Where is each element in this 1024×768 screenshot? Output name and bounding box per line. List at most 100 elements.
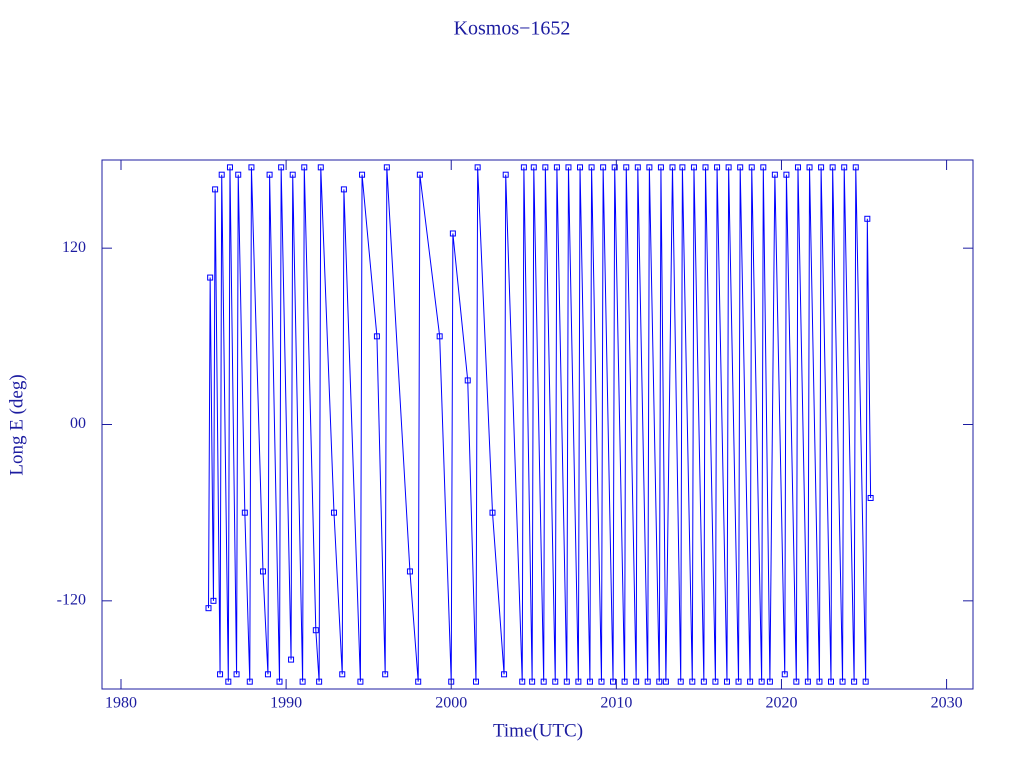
data-point [501, 671, 508, 678]
data-point [316, 678, 323, 685]
data-point [748, 164, 755, 171]
data-point [723, 678, 730, 685]
data-point [357, 678, 364, 685]
data-point [677, 678, 684, 685]
data-point [793, 678, 800, 685]
data-point [702, 164, 709, 171]
data-point [689, 678, 696, 685]
data-point [226, 164, 233, 171]
x-axis-label: Time(UTC) [493, 720, 583, 741]
data-point [519, 678, 526, 685]
data-point [225, 678, 232, 685]
data-point [301, 164, 308, 171]
x-tick-label: 1990 [270, 695, 302, 712]
data-point [839, 678, 846, 685]
data-point [415, 678, 422, 685]
data-point [657, 164, 664, 171]
data-point [737, 164, 744, 171]
data-point [472, 678, 479, 685]
data-point [816, 678, 823, 685]
data-point [241, 509, 248, 516]
data-point [712, 678, 719, 685]
data-point [359, 171, 366, 178]
data-point [577, 164, 584, 171]
data-point [646, 164, 653, 171]
data-point [312, 627, 319, 634]
data-point [771, 171, 778, 178]
data-point [540, 678, 547, 685]
data-point [783, 171, 790, 178]
x-tick-label: 2000 [435, 695, 467, 712]
data-point [600, 164, 607, 171]
data-point [266, 171, 273, 178]
data-point [489, 509, 496, 516]
x-tick-label: 1980 [105, 695, 137, 712]
data-point [611, 164, 618, 171]
plot-area [205, 164, 874, 685]
data-point [553, 164, 560, 171]
data-point [264, 671, 271, 678]
data-point [529, 678, 536, 685]
data-point [288, 656, 295, 663]
data-point [794, 164, 801, 171]
x-tick-label: 2020 [765, 695, 797, 712]
chart-title: Kosmos−1652 [454, 18, 571, 40]
data-point [690, 164, 697, 171]
data-point [217, 671, 224, 678]
data-point [781, 671, 788, 678]
data-point [474, 164, 481, 171]
data-point [235, 171, 242, 178]
data-point [758, 678, 765, 685]
data-point [259, 568, 266, 575]
data-point [449, 230, 456, 237]
data-point [520, 164, 527, 171]
data-point [623, 164, 630, 171]
data-point [862, 678, 869, 685]
data-point [248, 164, 255, 171]
data-point [588, 164, 595, 171]
data-point [852, 164, 859, 171]
data-point [610, 678, 617, 685]
data-point [851, 678, 858, 685]
data-point [760, 164, 767, 171]
data-point [827, 678, 834, 685]
data-point [289, 171, 296, 178]
data-point [373, 333, 380, 340]
data-point [656, 678, 663, 685]
data-point [669, 164, 676, 171]
data-line [208, 167, 872, 682]
y-tick-label: -120 [57, 592, 86, 609]
data-point [406, 568, 413, 575]
data-point [679, 164, 686, 171]
data-point [735, 678, 742, 685]
data-point [317, 164, 324, 171]
data-point [644, 678, 651, 685]
data-point [383, 164, 390, 171]
y-axis-label: Long E (deg) [6, 374, 27, 475]
data-point [330, 509, 337, 516]
data-point [210, 597, 217, 604]
data-point [598, 678, 605, 685]
data-point [563, 678, 570, 685]
x-tick-label: 2030 [931, 695, 963, 712]
data-point [700, 678, 707, 685]
y-tick-label: 00 [70, 415, 86, 432]
data-point [714, 164, 721, 171]
data-point [633, 678, 640, 685]
data-point [382, 671, 389, 678]
data-point [841, 164, 848, 171]
data-point [436, 333, 443, 340]
data-point [464, 377, 471, 384]
data-point [218, 171, 225, 178]
data-point [766, 678, 773, 685]
data-point [747, 678, 754, 685]
data-point [207, 274, 214, 281]
data-point [621, 678, 628, 685]
data-point [246, 678, 253, 685]
data-point [205, 605, 212, 612]
data-point [530, 164, 537, 171]
data-point [586, 678, 593, 685]
x-tick-label: 2010 [600, 695, 632, 712]
data-point [829, 164, 836, 171]
